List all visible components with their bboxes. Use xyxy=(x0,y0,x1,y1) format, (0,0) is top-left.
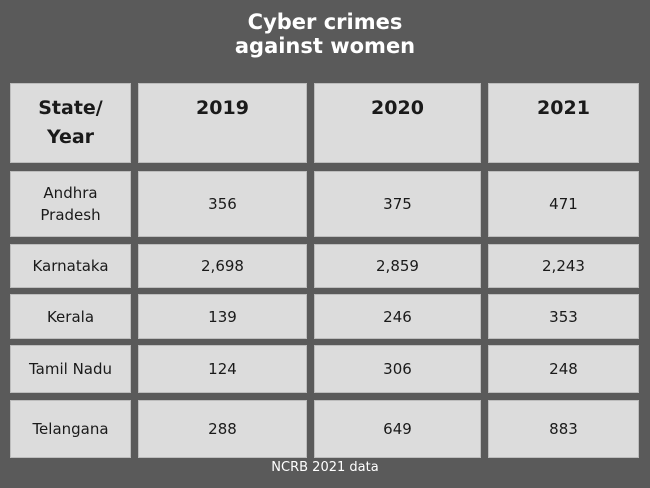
row-label-karnataka: Karnataka xyxy=(10,244,131,288)
table-cell-kerala-2021: 353 xyxy=(488,294,639,339)
corner-header-text: State/ Year xyxy=(38,97,103,148)
row-label-tamil-nadu: Tamil Nadu xyxy=(10,345,131,393)
row-label-text: Tamil Nadu xyxy=(28,360,113,378)
row-label-andhra-pradesh: Andhra Pradesh xyxy=(10,171,131,237)
row-label-text: Kerala xyxy=(46,307,95,326)
source-note: NCRB 2021 data xyxy=(271,460,379,475)
table-cell-karnataka-2020: 2,859 xyxy=(314,244,481,288)
row-label-text: Karnataka xyxy=(32,257,109,275)
column-header-2020: 2020 xyxy=(314,83,481,163)
column-header-2021: 2021 xyxy=(488,83,639,163)
table-cell-tamil-nadu-2020: 306 xyxy=(314,345,481,393)
table-cell-telangana-2021: 883 xyxy=(488,400,639,458)
table-cell-tamil-nadu-2019: 124 xyxy=(138,345,307,393)
table-cell-karnataka-2019: 2,698 xyxy=(138,244,307,288)
column-header-2019: 2019 xyxy=(138,83,307,163)
corner-header: State/ Year xyxy=(10,83,131,163)
row-label-kerala: Kerala xyxy=(10,294,131,339)
table-cell-andhra-pradesh-2021: 471 xyxy=(488,171,639,237)
table-cell-telangana-2020: 649 xyxy=(314,400,481,458)
table-cell-andhra-pradesh-2019: 356 xyxy=(138,171,307,237)
chart-title-line-2: against women xyxy=(234,34,416,58)
chart-title-line-1: Cyber crimes xyxy=(247,10,403,34)
table-cell-telangana-2019: 288 xyxy=(138,400,307,458)
table-cell-kerala-2020: 246 xyxy=(314,294,481,339)
chart-title: Cyber crimes against women xyxy=(0,10,650,58)
table-cell-karnataka-2021: 2,243 xyxy=(488,244,639,288)
row-label-text: Telangana xyxy=(32,420,109,438)
table-cell-andhra-pradesh-2020: 375 xyxy=(314,171,481,237)
table-cell-kerala-2019: 139 xyxy=(138,294,307,339)
table-cell-tamil-nadu-2021: 248 xyxy=(488,345,639,393)
row-label-telangana: Telangana xyxy=(10,400,131,458)
row-label-text: Andhra Pradesh xyxy=(40,184,101,224)
